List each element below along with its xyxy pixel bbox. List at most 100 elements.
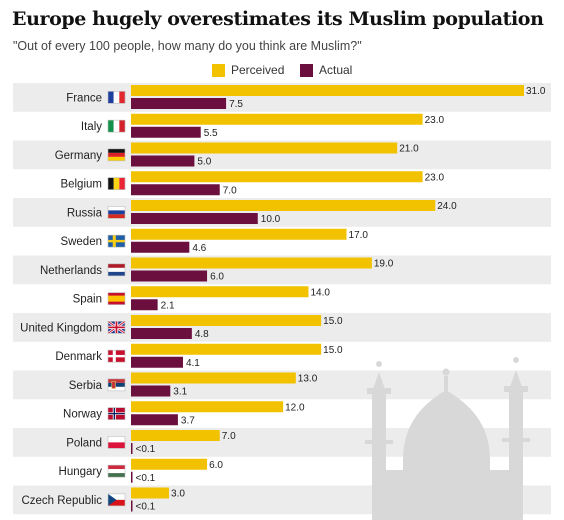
bar-actual (131, 270, 208, 282)
legend-item-perceived: Perceived (212, 63, 284, 77)
flag-no-icon (107, 407, 126, 420)
bar-perceived (131, 430, 220, 441)
data-label-perceived: 15.0 (323, 316, 343, 327)
data-label-perceived: 24.0 (437, 201, 457, 212)
data-label-actual: <0.1 (136, 473, 156, 484)
category-label: Serbia (69, 380, 103, 392)
bar-actual (131, 471, 133, 483)
data-label-actual: 4.6 (192, 243, 206, 254)
bar-perceived (131, 200, 436, 211)
legend-label-perceived: Perceived (231, 63, 285, 77)
bar-perceived (131, 286, 309, 298)
data-label-actual: 4.1 (186, 358, 200, 369)
flag-nl-icon (107, 263, 126, 277)
data-label-perceived: 3.0 (171, 489, 185, 500)
data-label-perceived: 6.0 (209, 460, 223, 471)
bar-perceived (131, 372, 296, 384)
data-label-actual: 6.0 (210, 272, 224, 283)
bar-actual (131, 443, 133, 454)
mosque-base (386, 470, 509, 520)
data-label-perceived: 21.0 (399, 144, 419, 155)
flag-be-icon (107, 177, 126, 190)
data-label-actual: 3.1 (173, 387, 187, 398)
data-label-perceived: 19.0 (374, 259, 394, 270)
legend-swatch-perceived (212, 63, 225, 77)
dome-spire (444, 376, 448, 392)
bar-perceived (131, 171, 423, 183)
legend-swatch-actual (300, 63, 313, 77)
data-label-actual: <0.1 (136, 502, 156, 513)
legend-item-actual: Actual (300, 63, 352, 77)
bar-actual (131, 500, 133, 512)
data-label-actual: 4.8 (195, 329, 209, 340)
category-label: Netherlands (40, 265, 102, 277)
bar-perceived (131, 85, 524, 96)
data-label-actual: 7.5 (229, 99, 243, 110)
data-label-perceived: 14.0 (310, 287, 330, 298)
data-label-perceived: 17.0 (349, 230, 369, 241)
data-label-actual: 2.1 (161, 300, 175, 311)
flag-rs-icon (107, 378, 126, 392)
category-label: Russia (67, 207, 103, 219)
chart-subtitle: "Out of every 100 people, how many do yo… (13, 39, 362, 53)
flag-fr-icon (107, 91, 126, 104)
bar-perceived (131, 315, 322, 326)
flag-it-icon (107, 119, 126, 133)
flag-dk-icon (107, 349, 126, 363)
bar-perceived (131, 458, 208, 470)
data-label-actual: <0.1 (136, 444, 156, 455)
data-label-perceived: 23.0 (425, 115, 445, 126)
flag-se-icon (107, 234, 126, 248)
category-label: France (66, 92, 102, 104)
legend: Perceived Actual (0, 61, 564, 81)
data-label-perceived: 31.0 (526, 86, 546, 97)
bar-actual (131, 241, 190, 253)
bar-actual (131, 213, 258, 224)
chart-title: Europe hugely overestimates its Muslim p… (12, 8, 544, 30)
category-label: Italy (81, 121, 102, 133)
category-label: Norway (63, 409, 102, 421)
bar-perceived (131, 113, 423, 125)
category-label: Poland (66, 437, 102, 449)
data-label-actual: 5.5 (204, 128, 218, 139)
category-label: Spain (73, 294, 102, 306)
bar-actual (131, 184, 220, 196)
bar-perceived (131, 487, 170, 499)
category-label: Sweden (60, 236, 102, 248)
data-label-actual: 7.0 (223, 185, 237, 196)
bar-actual (131, 356, 183, 368)
data-label-perceived: 7.0 (222, 431, 236, 442)
data-label-perceived: 13.0 (298, 374, 318, 385)
bar-perceived (131, 228, 347, 240)
minaret-left-finial (376, 361, 382, 367)
category-label: Czech Republic (21, 495, 102, 507)
category-label: Belgium (60, 179, 102, 191)
minaret-left-ring (365, 440, 393, 444)
bar-perceived (131, 343, 322, 355)
bar-actual (131, 98, 227, 109)
bar-actual (131, 299, 158, 311)
bar-perceived (131, 257, 372, 269)
flag-pl-icon (107, 436, 126, 449)
flag-cz-icon (107, 493, 126, 507)
data-label-perceived: 15.0 (323, 345, 343, 356)
minaret-right-finial (513, 357, 519, 363)
bar-perceived (131, 142, 398, 154)
bar-perceived (131, 401, 284, 413)
minaret-left (372, 392, 386, 520)
legend-label-actual: Actual (319, 63, 353, 77)
minaret-right (509, 390, 523, 520)
bar-actual (131, 414, 178, 426)
bar-actual (131, 328, 192, 339)
mosque-silhouette (365, 357, 530, 520)
flag-de-icon (107, 148, 126, 162)
data-label-actual: 5.0 (197, 157, 211, 168)
bar-actual (131, 126, 201, 138)
category-label: Denmark (55, 351, 102, 363)
minaret-left-cap (372, 372, 386, 392)
category-label: Hungary (59, 466, 103, 478)
dome-finial (442, 368, 450, 376)
data-label-actual: 10.0 (261, 214, 281, 225)
minaret-right-cap (509, 370, 523, 390)
data-label-actual: 3.7 (181, 415, 195, 426)
